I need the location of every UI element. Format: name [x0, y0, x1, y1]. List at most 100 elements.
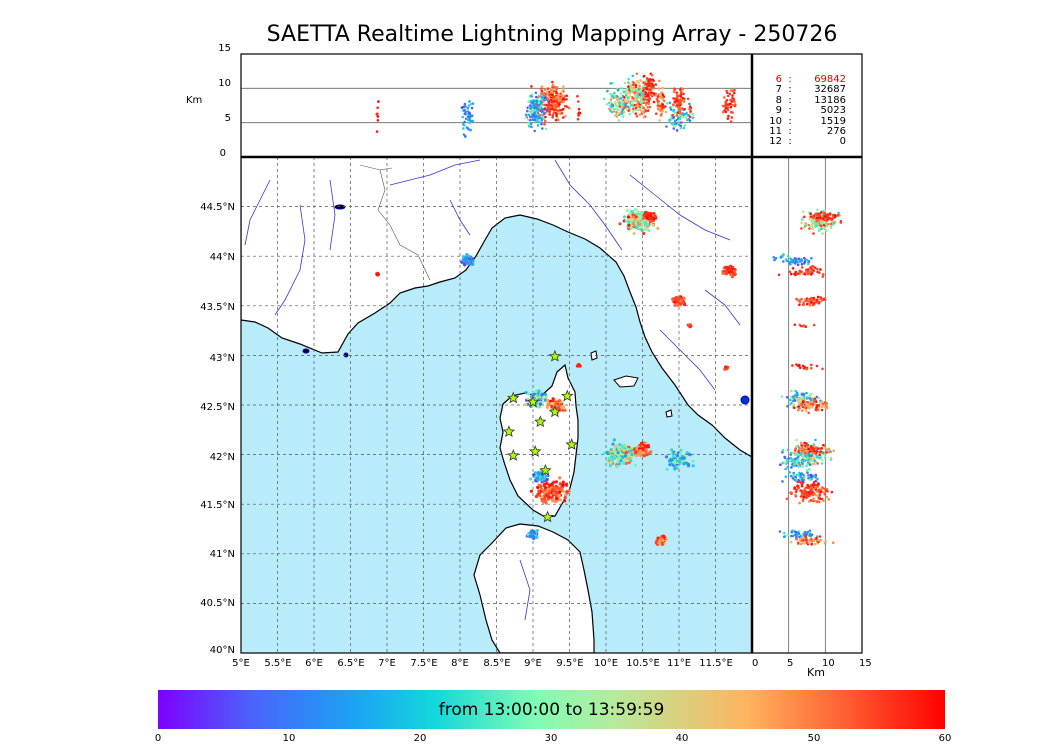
altitude-flash-point — [532, 114, 536, 117]
lat-alt-flash-point — [782, 253, 785, 256]
lat-alt-flash-point — [811, 264, 814, 268]
altitude-flash-point — [616, 95, 619, 98]
flash-point — [691, 464, 695, 468]
station-marker — [526, 395, 540, 408]
lat-alt-flash-point — [796, 260, 799, 264]
lat-alt-flash-point — [822, 447, 826, 450]
altitude-flash-point — [621, 108, 625, 111]
lat-alt-flash-point — [802, 301, 806, 304]
altitude-flash-point — [466, 126, 469, 129]
lat-alt-flash-point — [803, 401, 807, 405]
flash-point — [721, 271, 725, 275]
altitude-flash-point — [469, 128, 472, 132]
lat-alt-flash-point — [810, 537, 813, 541]
altitude-flash-point — [540, 119, 543, 122]
altitude-flash-point — [659, 114, 663, 117]
flash-point — [546, 398, 550, 402]
lat-alt-flash-point — [798, 366, 802, 370]
flash-point — [550, 482, 554, 486]
altitude-flash-point — [626, 87, 629, 91]
flash-point — [625, 209, 629, 213]
altitude-flash-point — [726, 94, 730, 98]
lat-alt-flash-point — [816, 408, 820, 411]
altitude-flash-point — [635, 114, 639, 118]
flash-point — [561, 480, 565, 484]
altitude-flash-point — [609, 98, 613, 101]
lat-alt-flash-point — [793, 460, 796, 464]
lat-alt-flash-point — [783, 456, 787, 460]
flash-point — [724, 271, 728, 275]
flash-point — [629, 449, 633, 453]
flash-point — [676, 465, 680, 469]
flash-point — [534, 494, 539, 499]
lat-alt-flash-point — [805, 396, 809, 400]
stats-row-8: 8:13186 — [775, 94, 846, 106]
lat-alt-flash-point — [815, 404, 819, 407]
lat-alt-flash-point — [791, 476, 795, 480]
altitude-flash-point — [639, 100, 642, 104]
altitude-flash-point — [562, 97, 565, 100]
lat-alt-flash-point — [809, 484, 813, 488]
altitude-flash-point — [731, 103, 735, 107]
altitude-flash-point — [540, 122, 543, 126]
altitude-flash-point — [632, 82, 636, 85]
altitude-flash-point — [557, 97, 560, 101]
altitude-flash-point — [639, 79, 642, 82]
altitude-flash-point — [675, 91, 678, 94]
altitude-flash-point — [556, 118, 560, 122]
lat-alt-flash-point — [819, 538, 822, 542]
lat-alt-flash-point — [792, 396, 796, 400]
altitude-flash-point — [661, 98, 664, 101]
altitude-flash-point — [553, 108, 556, 112]
altitude-flash-point — [646, 82, 649, 86]
lat-alt-flash-point — [801, 462, 804, 466]
lat-alt-flash-point — [805, 496, 808, 499]
altitude-flash-point — [680, 107, 684, 110]
altitude-flash-point — [463, 134, 467, 138]
lat-alt-flash-point — [786, 465, 789, 469]
lat-alt-flash-point — [806, 494, 809, 497]
map-graticule — [241, 157, 752, 653]
lon-tick-label: 7°E — [378, 658, 396, 669]
lon-tick-label: 11.5°E — [699, 658, 733, 669]
lat-alt-flash-point — [799, 447, 802, 451]
altitude-flash-point — [631, 99, 634, 102]
lat-alt-flash-point — [808, 463, 812, 467]
lat-alt-flash-point — [810, 457, 813, 460]
lat-alt-flash-point — [821, 275, 825, 279]
lat-alt-flash-point — [805, 367, 808, 371]
lat-alt-flash-points — [772, 208, 843, 546]
map-panel[interactable] — [240, 156, 753, 654]
lat-altitude-panel[interactable] — [751, 156, 863, 654]
lat-alt-flash-point — [807, 411, 810, 415]
lat-alt-flash-point — [792, 471, 795, 475]
flash-point — [618, 222, 622, 226]
altitude-flash-point — [532, 106, 536, 110]
altitude-flash-point — [554, 118, 558, 122]
lat-alt-flash-point — [798, 403, 801, 406]
flash-point — [554, 402, 558, 406]
altitude-panel[interactable] — [240, 53, 753, 158]
lat-alt-flash-point — [782, 535, 786, 538]
altitude-flash-point — [551, 85, 554, 89]
lat-alt-flash-point — [808, 529, 812, 533]
lat-alt-axis-unit: Km — [807, 666, 825, 679]
flash-point — [576, 363, 580, 368]
altitude-flash-point — [627, 100, 630, 103]
flash-point — [563, 499, 567, 503]
lat-tick-label: 41°N — [209, 549, 235, 560]
lat-alt-flash-point — [816, 477, 819, 481]
lat-alt-flash-point — [795, 538, 798, 541]
lat-alt-flash-point — [801, 393, 805, 396]
lat-alt-flash-point — [823, 487, 826, 491]
flash-point — [643, 449, 647, 453]
altitude-flash-point — [546, 98, 550, 102]
lat-alt-flash-point — [824, 539, 827, 543]
lat-alt-flash-point — [813, 461, 817, 465]
altitude-flash-point — [628, 105, 632, 108]
lat-alt-flash-point — [815, 395, 819, 399]
flash-point — [546, 405, 550, 409]
altitude-flash-point — [642, 74, 646, 78]
altitude-flash-point — [524, 116, 528, 119]
flash-point — [551, 488, 555, 492]
